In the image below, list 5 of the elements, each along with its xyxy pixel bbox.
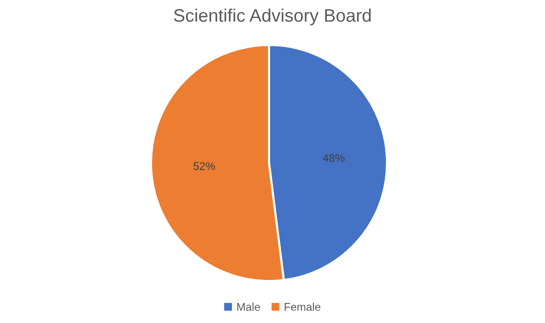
legend-label: Male: [237, 302, 260, 311]
chart-title: Scientific Advisory Board: [174, 8, 371, 26]
legend-label: Female: [284, 302, 320, 311]
data-label: 52%: [194, 162, 215, 170]
data-label: 48%: [322, 154, 344, 162]
